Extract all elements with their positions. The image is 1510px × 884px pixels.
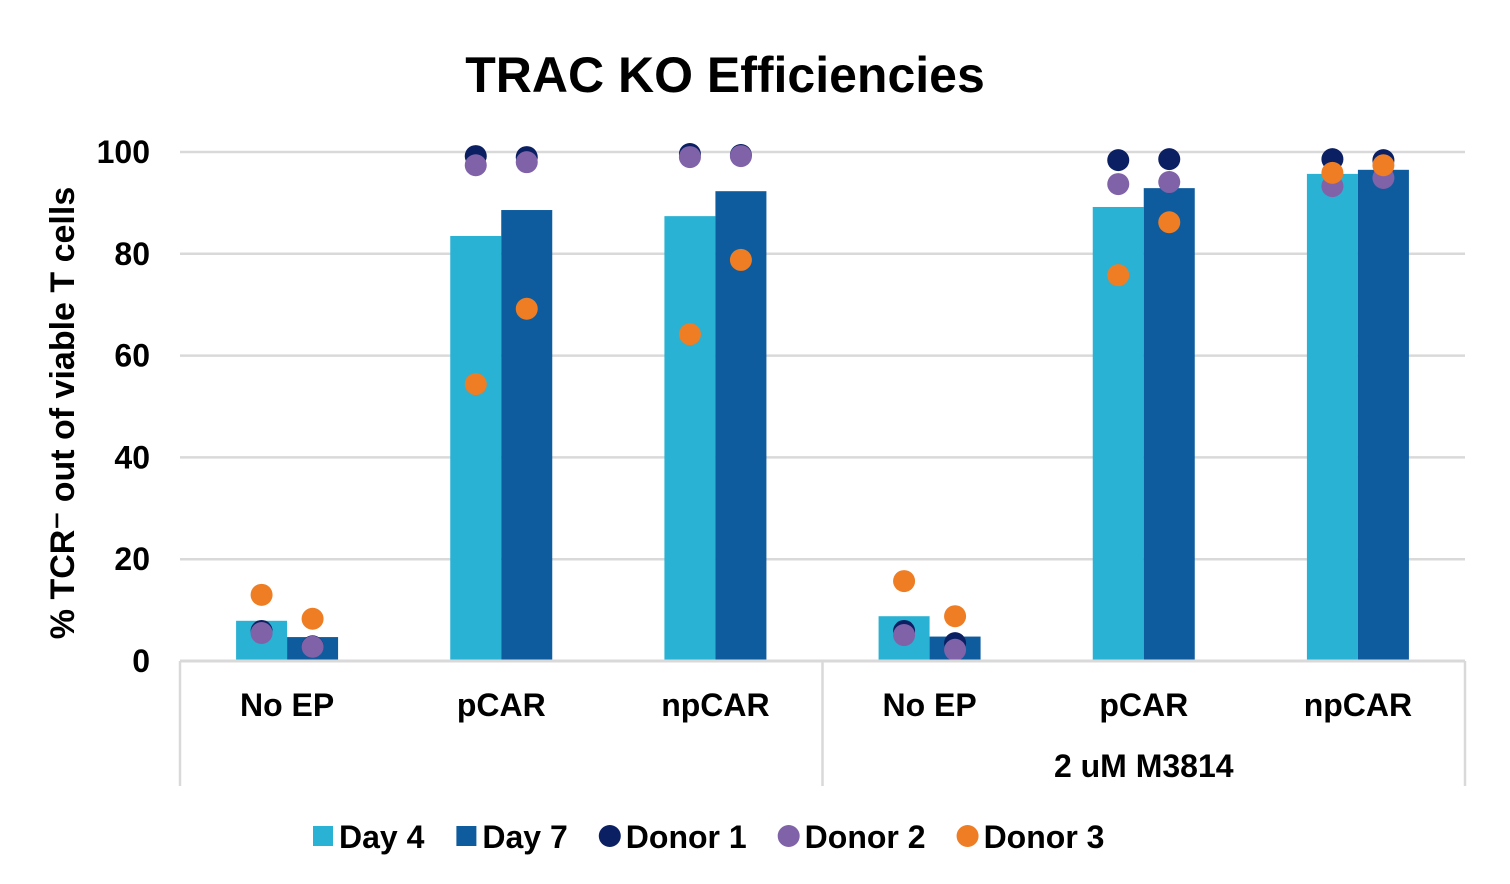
point-donor-3: [1372, 154, 1395, 177]
legend-swatch: [313, 826, 333, 846]
y-tick-label: 100: [97, 134, 150, 170]
point-donor-1: [1158, 148, 1181, 171]
point-donor-3: [301, 607, 324, 630]
y-tick-label: 40: [114, 439, 150, 475]
point-donor-3: [1107, 264, 1130, 287]
x-tick-label: npCAR: [1304, 687, 1412, 723]
point-donor-2: [301, 635, 324, 658]
point-donor-2: [1158, 171, 1181, 194]
point-donor-2: [944, 638, 967, 661]
point-donor-3: [678, 323, 701, 346]
legend-label: Donor 2: [805, 819, 926, 855]
point-donor-3: [515, 297, 538, 320]
bar-day-7: [1143, 188, 1195, 662]
y-tick-label: 80: [114, 236, 150, 272]
point-donor-3: [1158, 211, 1181, 234]
bar-day-4: [450, 235, 502, 662]
x-tick-label: pCAR: [457, 687, 546, 723]
point-donor-2: [729, 145, 752, 168]
legend-swatch: [456, 826, 477, 846]
x-tick-label: No EP: [882, 687, 976, 723]
legend-marker: [598, 825, 621, 847]
point-donor-3: [893, 570, 916, 593]
point-donor-3: [250, 583, 273, 606]
y-tick-label: 60: [114, 338, 150, 374]
bar-day-7: [501, 210, 553, 661]
legend-label: Day 4: [339, 819, 425, 855]
bar-day-4: [1306, 173, 1358, 661]
x-tick-label: pCAR: [1099, 687, 1188, 723]
point-donor-3: [464, 373, 487, 396]
x-tick-label: npCAR: [661, 687, 769, 723]
point-donor-3: [729, 248, 752, 271]
legend-marker: [956, 825, 979, 847]
legend-marker: [777, 825, 800, 847]
bar-day-4: [664, 216, 716, 661]
point-donor-3: [1321, 161, 1344, 184]
group-label: 2 uM M3814: [1054, 748, 1234, 784]
legend-label: Donor 1: [626, 819, 747, 855]
point-donor-2: [464, 154, 487, 177]
point-donor-3: [944, 605, 967, 628]
legend-label: Donor 3: [984, 819, 1105, 855]
x-tick-label: No EP: [240, 687, 334, 723]
point-donor-2: [678, 146, 701, 169]
y-axis-label: % TCR⁻ out of viable T cells: [44, 187, 82, 639]
y-tick-label: 20: [114, 541, 150, 577]
point-donor-2: [250, 622, 273, 645]
point-donor-1: [1107, 149, 1130, 172]
y-tick-label: 0: [132, 643, 150, 679]
legend-label: Day 7: [482, 819, 567, 855]
point-donor-2: [893, 624, 916, 647]
point-donor-2: [1107, 173, 1130, 196]
bar-day-7: [1357, 169, 1409, 661]
chart-title: TRAC KO Efficiencies: [465, 47, 985, 103]
point-donor-2: [515, 151, 538, 174]
